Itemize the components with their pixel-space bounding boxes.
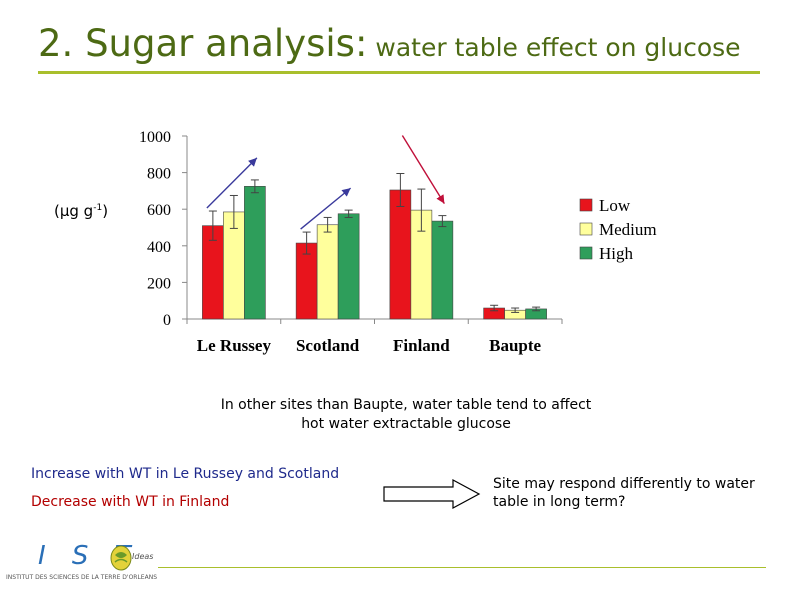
glucose-bar-chart: 0 200 400 600 800 1000 Le Russey Scotland Finlan… — [139, 129, 657, 355]
trend-arrow-up-le-russey — [206, 157, 258, 209]
logo-badge-label: Ideas — [132, 552, 154, 561]
logo-badge-icon — [110, 545, 132, 571]
x-tick-label: Le Russey — [197, 336, 272, 355]
chart-bars — [202, 173, 547, 320]
chart-caption: In other sites than Baupte, water table … — [190, 396, 622, 434]
bar-medium-scotland — [316, 224, 339, 320]
bar-low-finland — [389, 189, 412, 320]
unit-exponent: -1 — [93, 203, 103, 213]
trend-arrow-up-scotland — [300, 187, 352, 230]
legend-label-low: Low — [599, 196, 631, 215]
right-arrow-icon — [383, 478, 481, 510]
chart-trend-arrows — [206, 135, 445, 230]
slide-title-sub: water table effect on glucose — [375, 33, 741, 62]
bar-high-le-russey — [244, 186, 266, 320]
slide-title: 2. Sugar analysis: water table effect on … — [38, 22, 741, 65]
x-tick-label: Scotland — [296, 336, 360, 355]
legend-swatch-medium — [579, 222, 593, 236]
bar-high-scotland — [337, 213, 360, 320]
bar-high-finland — [431, 220, 454, 320]
legend-swatch-low — [579, 198, 593, 212]
conclusion-text: Site may respond differently to water ta… — [493, 476, 755, 510]
legend-label-high: High — [599, 244, 634, 263]
unit-prefix: (µg g — [54, 202, 94, 220]
y-tick-label: 200 — [147, 275, 171, 292]
y-tick-label: 0 — [163, 312, 171, 329]
caption-line-1: In other sites than Baupte, water table … — [220, 397, 592, 413]
y-tick-label: 400 — [147, 239, 171, 256]
legend-swatch-high — [579, 246, 593, 260]
slide-title-main: 2. Sugar analysis: — [38, 22, 368, 65]
chart-legend: Low Medium High — [579, 196, 657, 263]
chart-labels: 0 200 400 600 800 1000 Le Russey Scotland Finlan… — [139, 129, 542, 355]
y-tick-label: 800 — [147, 166, 171, 183]
finding-decrease: Decrease with WT in Finland — [31, 494, 230, 510]
y-tick-label: 600 — [147, 202, 171, 219]
caption-line-2: hot water extractable glucose — [301, 416, 511, 432]
footer-rule — [158, 567, 766, 568]
legend-label-medium: Medium — [599, 220, 657, 239]
ist-logo: I S T Ideas INSTITUT DES SCIENCES DE LA … — [6, 541, 166, 585]
y-tick-label: 1000 — [139, 129, 171, 146]
y-axis-unit-label: (µg g-1) — [54, 202, 108, 220]
title-underline — [38, 71, 760, 74]
logo-subtitle: INSTITUT DES SCIENCES DE LA TERRE D'ORLE… — [6, 574, 157, 581]
x-tick-label: Baupte — [489, 336, 541, 355]
x-tick-label: Finland — [393, 336, 450, 355]
unit-suffix: ) — [102, 202, 109, 220]
trend-arrow-down-finland — [401, 135, 445, 204]
finding-increase: Increase with WT in Le Russey and Scotla… — [31, 466, 340, 482]
